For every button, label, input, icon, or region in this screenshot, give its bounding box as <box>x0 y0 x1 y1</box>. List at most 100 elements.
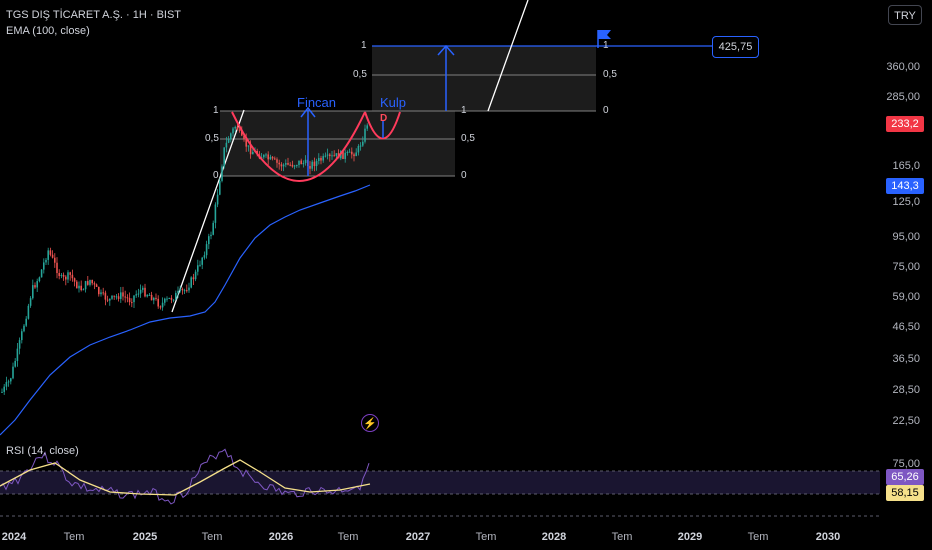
candle-body <box>298 160 300 166</box>
fib-label: 0,5 <box>603 69 617 80</box>
candle-body <box>366 125 368 129</box>
candle-body <box>280 164 283 167</box>
candle-body <box>230 133 232 140</box>
candle-body <box>190 277 192 288</box>
candle-body <box>113 295 115 297</box>
current-price-badge: 233,2 <box>886 116 924 132</box>
fib-label: 1 <box>603 40 609 51</box>
candle-body <box>175 292 177 300</box>
candle-body <box>16 348 19 361</box>
candle-body <box>18 340 21 349</box>
candle-body <box>45 259 47 263</box>
candle-body <box>1 391 3 393</box>
candle-body <box>12 366 14 379</box>
candle-body <box>335 153 338 156</box>
rsi-band <box>0 471 880 494</box>
candle-body <box>225 142 228 148</box>
candle-body <box>205 244 208 256</box>
currency-button[interactable]: TRY <box>888 5 922 25</box>
time-tick: 2026 <box>268 531 294 543</box>
candle-body <box>54 257 56 263</box>
candle-body <box>355 152 357 157</box>
candle-body <box>318 157 320 162</box>
candle-body <box>304 159 307 163</box>
cup-label[interactable]: Fincan <box>297 95 337 110</box>
candle-body <box>122 292 124 297</box>
candle-body <box>7 381 10 383</box>
candle-body <box>243 135 245 140</box>
flag-icon <box>597 30 611 48</box>
symbol-title: TGS DIŞ TİCARET A.Ş. · 1H · BIST <box>6 9 182 21</box>
candle-body <box>192 277 195 280</box>
candle-body <box>34 285 36 288</box>
candle-body <box>194 271 197 280</box>
target-price-label[interactable]: 425,75 <box>712 36 759 58</box>
handle-label[interactable]: Kulp <box>380 95 407 110</box>
candle-body <box>65 276 67 280</box>
candle-body <box>271 156 274 159</box>
candle-body <box>263 154 265 158</box>
candle-body <box>166 298 168 300</box>
candle-body <box>93 283 96 285</box>
fib-label: 0 <box>603 105 609 116</box>
candle-body <box>168 297 170 299</box>
target-arrow-head <box>437 44 455 56</box>
candle-body <box>236 126 239 130</box>
candle-body <box>131 302 133 304</box>
time-tick: 2028 <box>541 531 567 543</box>
candle-body <box>203 255 206 258</box>
candle-body <box>324 155 327 157</box>
fib-label: 0,5 <box>353 69 367 80</box>
candle-body <box>95 284 98 287</box>
fib-label: 1 <box>361 40 367 51</box>
candle-body <box>315 161 318 167</box>
candle-body <box>212 222 214 235</box>
candle-body <box>82 289 85 291</box>
candle-body <box>269 156 272 160</box>
d-marker-label: D <box>380 113 388 124</box>
cup-arrow-head <box>300 106 316 118</box>
fib-label: 1 <box>461 105 467 116</box>
candle-body <box>27 305 30 319</box>
candle-body <box>172 299 175 301</box>
candle-body <box>117 296 120 299</box>
candle-body <box>84 281 87 290</box>
rsi-indicator-label: RSI (14, close) <box>6 445 79 457</box>
candle-body <box>38 277 41 282</box>
candle-body <box>346 151 349 153</box>
candle-body <box>164 298 166 303</box>
candle-body <box>362 141 364 146</box>
candle-body <box>348 151 351 153</box>
candle-body <box>128 298 131 303</box>
time-tick: 2029 <box>677 531 703 543</box>
candle-body <box>309 165 311 169</box>
fib-label: 0 <box>213 170 219 181</box>
candle-body <box>241 130 243 136</box>
candle-body <box>89 279 91 285</box>
fib-label: 1 <box>213 105 219 116</box>
candle-body <box>291 164 294 167</box>
candle-body <box>199 264 201 266</box>
candle-body <box>208 236 210 245</box>
candle-body <box>111 295 113 299</box>
time-tick: Tem <box>611 531 633 543</box>
candle-body <box>144 287 146 297</box>
candle-body <box>320 157 322 161</box>
candle-body <box>137 293 140 295</box>
trend-line-2 <box>487 0 529 112</box>
candle-body <box>313 161 316 167</box>
candle-body <box>47 250 49 260</box>
candle-body <box>98 286 100 295</box>
time-tick: 2025 <box>132 531 158 543</box>
candle-body <box>216 194 219 205</box>
candle-body <box>287 163 289 165</box>
candle-body <box>142 287 144 290</box>
ema-price-badge: 143,3 <box>886 178 924 194</box>
candle-body <box>227 139 230 143</box>
lightning-icon[interactable]: ⚡ <box>361 414 379 432</box>
candle-body <box>329 154 331 157</box>
candle-body <box>5 382 8 387</box>
candle-body <box>14 360 16 367</box>
